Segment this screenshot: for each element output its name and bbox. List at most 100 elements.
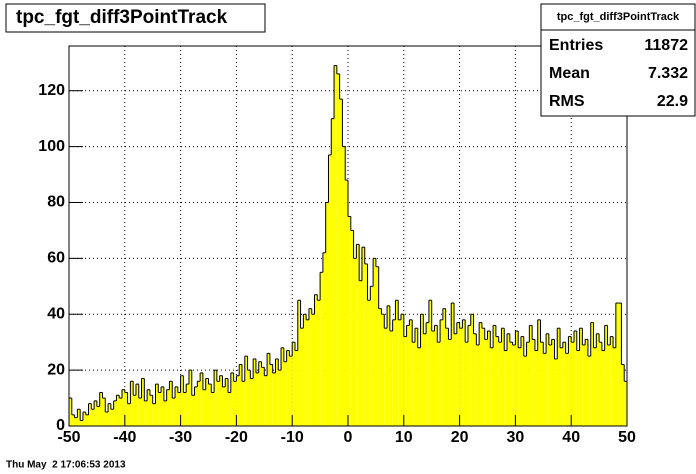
bar	[180, 375, 184, 426]
bar	[423, 333, 427, 426]
bar	[601, 350, 605, 426]
bar	[562, 342, 566, 426]
stats-value: 11872	[644, 37, 688, 54]
bar	[183, 392, 187, 426]
timestamp: Thu May 2 17:06:53 2013	[6, 460, 126, 471]
bar	[91, 409, 95, 426]
bar	[250, 378, 254, 426]
bar	[149, 395, 153, 426]
bar	[579, 328, 583, 426]
bar	[412, 342, 415, 426]
bar	[297, 300, 301, 426]
bar	[222, 386, 226, 426]
bar	[177, 392, 181, 426]
bar	[102, 398, 106, 426]
bar	[194, 386, 198, 426]
bar	[624, 381, 627, 426]
bar	[108, 403, 111, 426]
bar	[236, 375, 240, 426]
bar	[465, 342, 468, 426]
bar	[403, 336, 407, 426]
bar	[504, 350, 508, 426]
title-box	[5, 3, 266, 33]
bar	[557, 328, 561, 426]
bar	[367, 300, 371, 426]
bar	[512, 344, 516, 426]
bar	[233, 381, 237, 426]
bar	[130, 381, 134, 426]
bar	[331, 118, 335, 426]
bar	[300, 328, 304, 426]
bar	[188, 370, 192, 426]
bar	[565, 353, 569, 426]
bar	[161, 386, 164, 426]
bar	[543, 353, 547, 426]
bar	[518, 347, 521, 426]
bar	[69, 398, 72, 426]
bar	[479, 322, 482, 426]
bar	[247, 370, 251, 426]
bar	[278, 370, 282, 426]
bar	[191, 395, 195, 426]
bar	[590, 322, 594, 426]
stats-label: Entries	[549, 37, 603, 54]
bar	[230, 372, 234, 426]
bar	[105, 412, 109, 426]
y-tick-label: 0	[56, 417, 65, 434]
bar	[375, 266, 379, 426]
stats-title: tpc_fgt_diff3PointTrack	[557, 11, 680, 23]
bar	[387, 305, 390, 426]
bar	[158, 392, 162, 426]
chart-title: tpc_fgt_diff3PointTrack	[16, 7, 228, 28]
bar	[548, 344, 552, 426]
bar	[467, 325, 471, 426]
bar	[370, 286, 374, 426]
bar	[124, 392, 128, 426]
bar	[451, 303, 455, 426]
bar	[356, 244, 360, 426]
x-tick-label: 20	[451, 429, 469, 446]
bar	[314, 294, 318, 426]
bar	[437, 342, 441, 426]
bar	[359, 280, 362, 426]
bar	[228, 392, 231, 426]
bar	[454, 333, 457, 426]
bar	[420, 314, 424, 426]
bar	[211, 392, 215, 426]
bar	[476, 344, 480, 426]
bar	[320, 272, 323, 426]
bar	[414, 328, 418, 426]
stats-box-outer	[540, 3, 696, 117]
bar	[409, 319, 413, 426]
bar	[546, 333, 549, 426]
bar	[202, 389, 206, 426]
bar	[537, 319, 541, 426]
x-tick-label: -50	[57, 429, 80, 446]
bar	[434, 325, 438, 426]
bar	[133, 395, 136, 426]
bar	[585, 339, 588, 426]
bar	[275, 358, 279, 426]
bar	[610, 336, 614, 426]
bar	[490, 347, 494, 426]
bar	[99, 392, 103, 426]
bar	[264, 375, 268, 426]
bar	[361, 247, 365, 426]
stats-value: 7.332	[648, 65, 688, 82]
bar	[532, 339, 535, 426]
x-tick-label: 40	[562, 429, 580, 446]
bar	[94, 400, 97, 426]
bar	[442, 308, 446, 426]
bar	[398, 319, 402, 426]
bar	[607, 344, 611, 426]
y-tick-label: 20	[47, 361, 65, 378]
bar	[428, 300, 432, 426]
bar	[551, 339, 555, 426]
bar	[487, 331, 491, 426]
bar	[554, 358, 558, 426]
bar	[501, 328, 505, 426]
bar	[292, 342, 295, 426]
bar	[267, 353, 270, 426]
bar	[587, 356, 591, 426]
